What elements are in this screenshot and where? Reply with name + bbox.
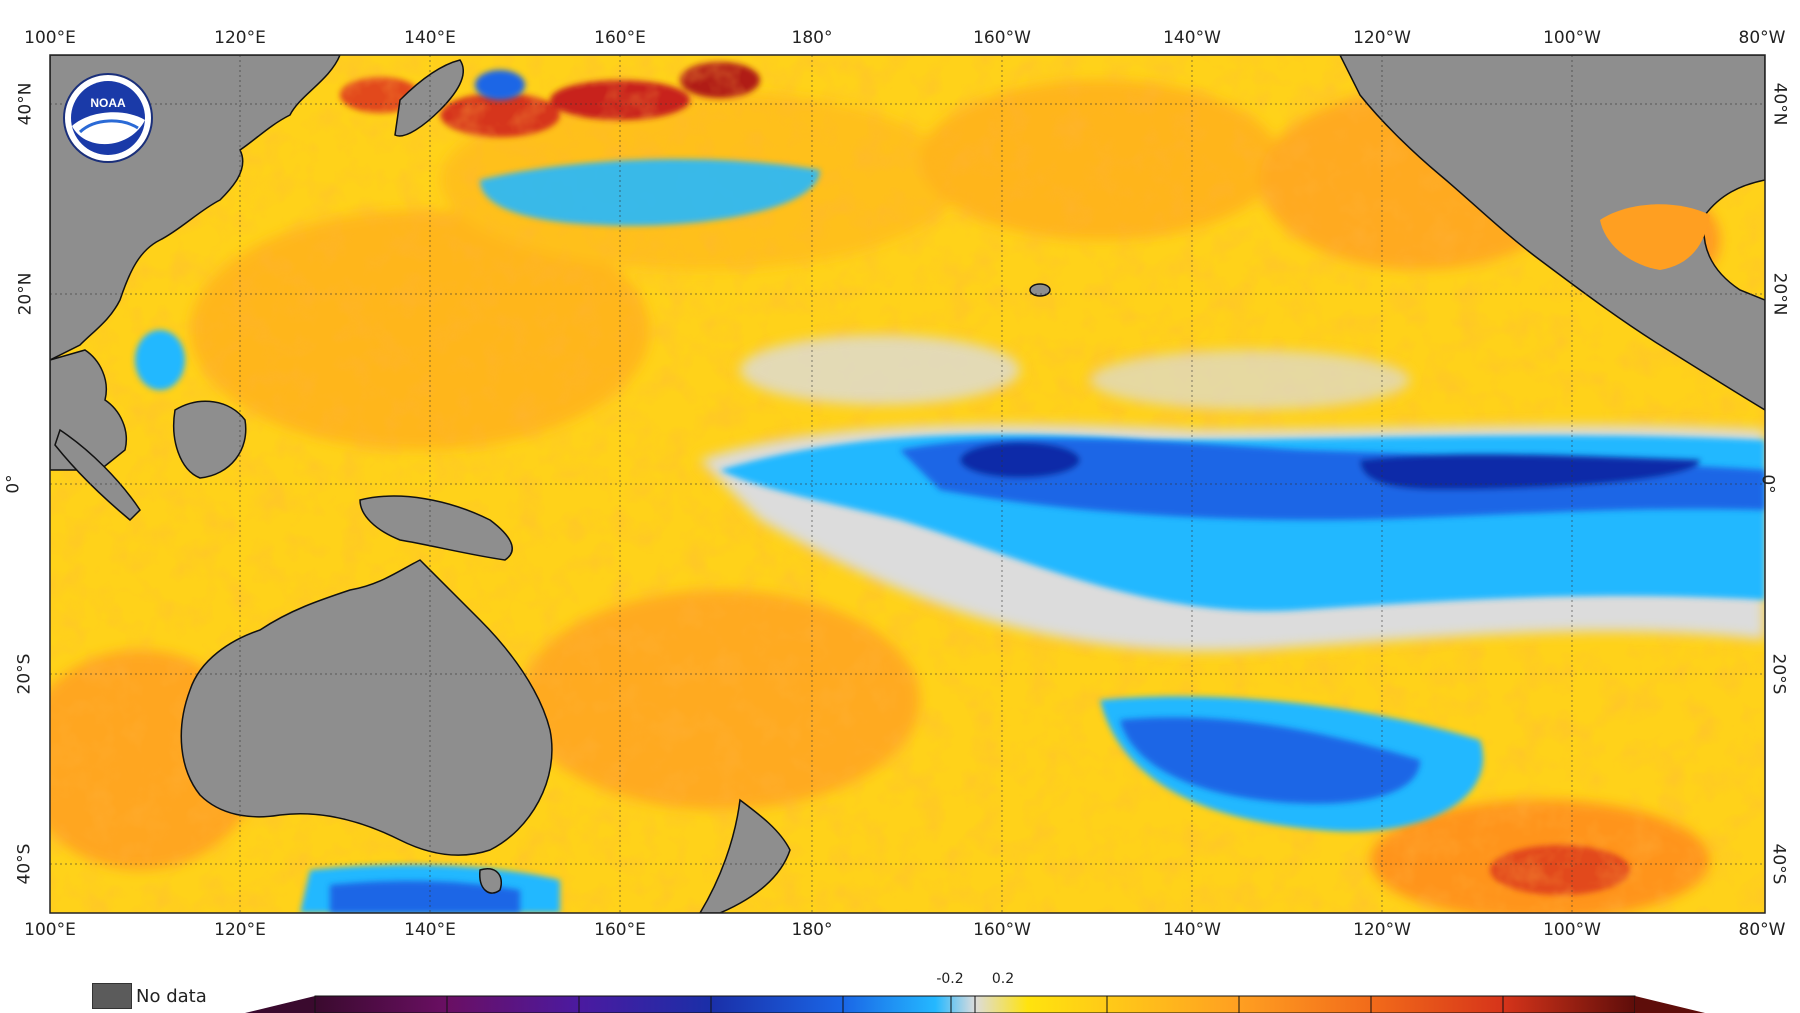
lon-label: 100°E xyxy=(24,28,76,48)
lon-label: 100°W xyxy=(1543,28,1601,48)
tasmania xyxy=(479,868,502,894)
lon-label: 180° xyxy=(791,920,833,940)
borneo xyxy=(173,400,247,479)
lon-label: 100°W xyxy=(1543,920,1601,940)
lon-label: 80°W xyxy=(1738,920,1786,940)
lat-label: 20°S xyxy=(14,653,35,695)
lon-label: 140°W xyxy=(1163,920,1221,940)
lat-label: 0° xyxy=(1757,474,1778,494)
lat-label: 20°S xyxy=(1768,653,1789,695)
noaa-logo-text: NOAA xyxy=(90,96,126,110)
lon-label: 160°E xyxy=(594,28,646,48)
lon-label: 120°W xyxy=(1353,28,1411,48)
lon-label: 160°W xyxy=(973,920,1031,940)
lon-label: 100°E xyxy=(24,920,76,940)
no-data-swatch xyxy=(92,983,132,1009)
australia xyxy=(180,559,553,856)
colorbar-dividers xyxy=(446,996,1504,1013)
hawaii xyxy=(1029,283,1051,297)
gulf-of-mexico xyxy=(1600,204,1710,270)
no-data-label: No data xyxy=(136,986,207,1007)
lat-label: 40°N xyxy=(15,82,36,126)
cold-anomaly-core xyxy=(330,70,1765,913)
lon-label: 120°W xyxy=(1353,920,1411,940)
lon-label: 120°E xyxy=(214,920,266,940)
lat-label: 40°N xyxy=(1769,82,1790,126)
lon-label: 80°W xyxy=(1738,28,1786,48)
new-guinea xyxy=(359,495,513,561)
japan xyxy=(394,59,464,137)
lon-label: 120°E xyxy=(214,28,266,48)
sumatra xyxy=(54,428,141,522)
colorbar xyxy=(245,995,1705,1013)
colorbar-tick-label: -0.2 xyxy=(936,971,964,987)
lat-label: 20°N xyxy=(1769,272,1790,316)
lat-label: 40°S xyxy=(1768,843,1789,885)
noaa-logo: NOAA xyxy=(63,73,153,163)
lat-label: 40°S xyxy=(14,843,35,885)
colorbar-tick-label: 0.2 xyxy=(991,971,1015,987)
new-zealand xyxy=(699,798,791,913)
lon-label: 160°E xyxy=(594,920,646,940)
lon-label: 140°E xyxy=(404,920,456,940)
map-field xyxy=(50,55,1765,913)
lat-label: 0° xyxy=(3,474,24,494)
lon-label: 140°W xyxy=(1163,28,1221,48)
lon-label: 180° xyxy=(791,28,833,48)
graticule xyxy=(50,55,1765,913)
lat-label: 20°N xyxy=(15,272,36,316)
lon-label: 160°W xyxy=(973,28,1031,48)
lon-label: 140°E xyxy=(404,28,456,48)
map-frame xyxy=(49,54,1766,914)
